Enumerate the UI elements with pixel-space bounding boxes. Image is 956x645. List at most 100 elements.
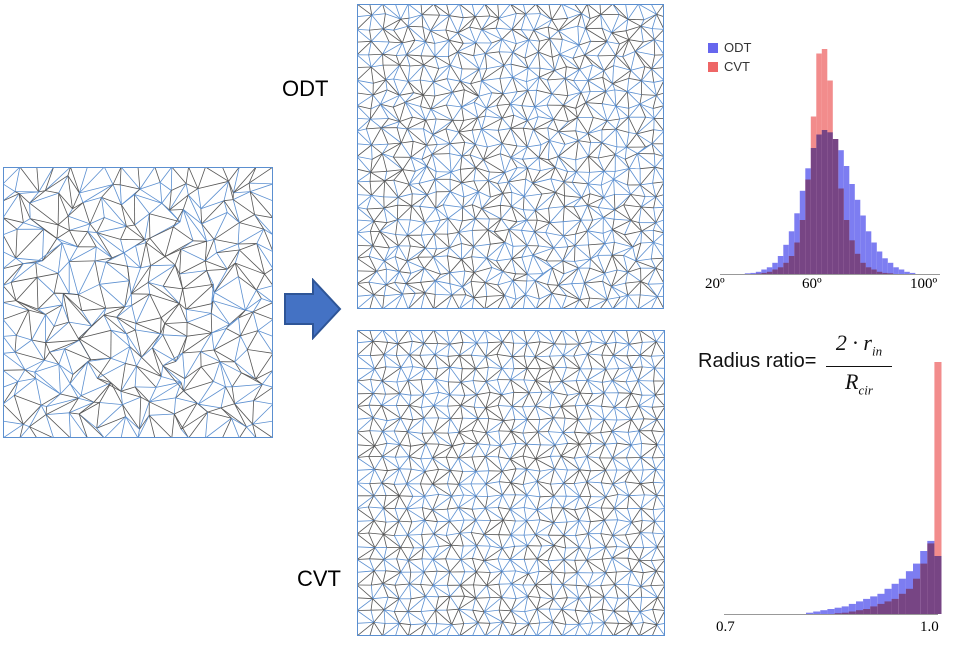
bar-odt bbox=[854, 199, 861, 275]
bar-odt bbox=[755, 271, 762, 275]
bar-odt bbox=[827, 609, 835, 614]
bar-cvt bbox=[920, 563, 928, 614]
bar-cvt bbox=[777, 267, 784, 275]
bar-odt bbox=[876, 251, 883, 274]
bar-cvt bbox=[848, 611, 856, 614]
bar-odt bbox=[856, 601, 864, 614]
input-mesh bbox=[3, 167, 273, 438]
bar-odt bbox=[871, 242, 877, 274]
odt-swatch bbox=[708, 43, 718, 53]
bar-cvt bbox=[856, 610, 864, 614]
angle-legend: ODT CVT bbox=[708, 38, 751, 76]
cvt-mesh-svg bbox=[357, 330, 665, 636]
bar-cvt bbox=[834, 613, 842, 614]
bar-odt bbox=[806, 612, 814, 614]
bar-odt bbox=[744, 273, 751, 274]
bar-cvt bbox=[927, 543, 935, 614]
bar-cvt bbox=[788, 256, 795, 274]
bar-odt bbox=[777, 256, 784, 274]
bar-odt bbox=[788, 231, 795, 275]
bar-cvt bbox=[863, 609, 871, 614]
cvt-swatch bbox=[708, 62, 718, 72]
angle-histogram-plot bbox=[720, 49, 940, 275]
odt-mesh bbox=[357, 4, 664, 309]
bar-cvt bbox=[876, 271, 883, 275]
bar-cvt bbox=[816, 53, 822, 274]
odt-mesh-svg bbox=[357, 4, 664, 309]
bar-cvt bbox=[841, 612, 849, 614]
bar-cvt bbox=[870, 606, 878, 614]
bar-odt bbox=[887, 262, 894, 275]
bar-odt bbox=[848, 603, 856, 614]
bar-cvt bbox=[810, 116, 817, 274]
radius-histogram-plot bbox=[724, 362, 942, 615]
radius-histogram: 0.7 1.0 bbox=[700, 355, 945, 640]
bar-cvt bbox=[877, 603, 885, 614]
odt-mesh-border bbox=[357, 4, 664, 309]
bar-cvt bbox=[891, 598, 899, 614]
bar-odt bbox=[820, 610, 828, 614]
radius-tick-0-7: 0.7 bbox=[716, 619, 735, 635]
angle-tick-100: 100º bbox=[910, 276, 938, 292]
bar-cvt bbox=[871, 269, 877, 274]
formula-fraction: 2 · rin Rcir bbox=[826, 330, 892, 404]
bar-odt bbox=[904, 271, 910, 275]
cvt-mesh-edges bbox=[357, 330, 665, 636]
bar-cvt bbox=[832, 139, 839, 274]
input-mesh-edges bbox=[3, 167, 273, 438]
odt-mesh-edges bbox=[357, 4, 664, 309]
legend-cvt-label: CVT bbox=[724, 59, 750, 74]
bar-cvt bbox=[913, 578, 921, 614]
bar-cvt bbox=[884, 601, 892, 614]
cvt-label: CVT bbox=[297, 566, 341, 591]
bar-odt bbox=[893, 267, 899, 275]
bar-odt bbox=[834, 607, 842, 614]
bar-odt bbox=[783, 244, 789, 275]
bar-odt bbox=[882, 258, 888, 275]
legend-odt-label: ODT bbox=[724, 40, 752, 55]
bar-cvt bbox=[799, 220, 806, 274]
bar-cvt bbox=[827, 80, 833, 274]
bar-odt bbox=[863, 598, 871, 614]
series-cvt bbox=[755, 49, 894, 275]
bar-cvt bbox=[898, 593, 906, 614]
bar-odt bbox=[865, 231, 872, 275]
bar-cvt bbox=[838, 188, 844, 274]
input-mesh-border bbox=[3, 167, 273, 438]
bar-odt bbox=[772, 262, 778, 275]
bar-odt bbox=[849, 184, 855, 274]
bar-cvt bbox=[783, 262, 789, 275]
bar-cvt bbox=[865, 267, 872, 275]
bar-odt bbox=[841, 606, 849, 614]
bar-cvt bbox=[849, 240, 855, 275]
bar-cvt bbox=[772, 269, 778, 274]
fraction-bar bbox=[826, 366, 892, 368]
bar-cvt bbox=[934, 362, 942, 614]
bar-odt bbox=[909, 272, 916, 274]
radius-ratio-formula: Radius ratio= 2 · rin Rcir bbox=[698, 330, 948, 400]
series-cvt bbox=[834, 362, 942, 614]
bar-cvt bbox=[821, 49, 828, 274]
odt-label: ODT bbox=[282, 76, 329, 101]
angle-histogram: ODT CVT 20º 60º 100º bbox=[700, 30, 945, 298]
bar-cvt bbox=[905, 588, 913, 614]
bar-odt bbox=[766, 267, 773, 275]
bar-cvt bbox=[887, 273, 894, 274]
cvt-mesh-border bbox=[357, 330, 665, 636]
bar-odt bbox=[761, 269, 767, 274]
formula-denominator: Rcir bbox=[845, 369, 873, 398]
bar-odt bbox=[870, 596, 878, 614]
legend-item-cvt: CVT bbox=[708, 57, 751, 76]
bar-cvt bbox=[766, 271, 773, 275]
bar-odt bbox=[750, 272, 756, 274]
input-mesh-svg bbox=[3, 167, 273, 438]
angle-tick-60: 60º bbox=[802, 276, 822, 292]
formula-numerator: 2 · rin bbox=[835, 330, 883, 359]
bar-cvt bbox=[882, 272, 888, 274]
formula-label: Radius ratio= bbox=[698, 350, 817, 372]
radius-tick-1-0: 1.0 bbox=[920, 619, 939, 635]
bar-odt bbox=[898, 269, 905, 274]
legend-item-odt: ODT bbox=[708, 38, 751, 57]
bar-cvt bbox=[854, 253, 861, 275]
bar-cvt bbox=[860, 262, 866, 275]
